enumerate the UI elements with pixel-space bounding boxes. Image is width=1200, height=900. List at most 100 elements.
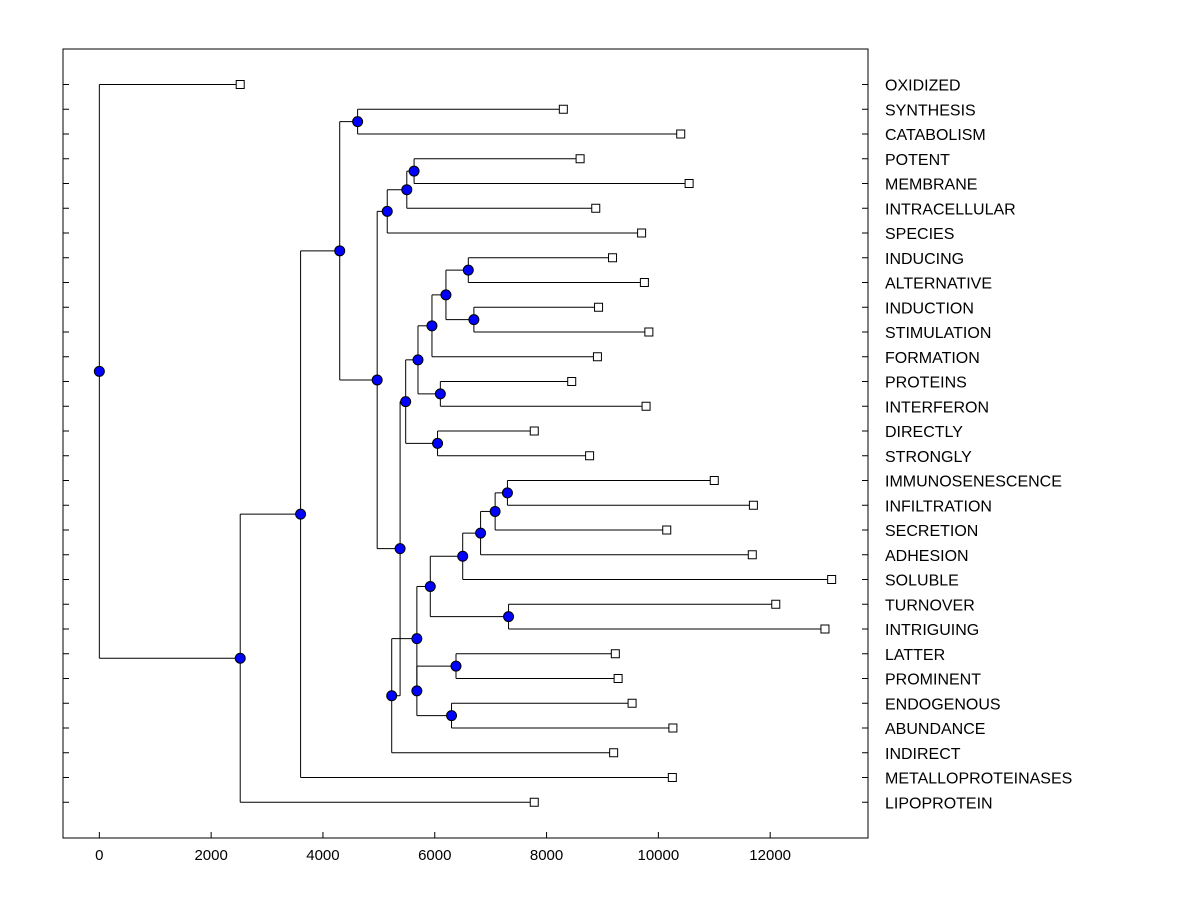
leaf-label: INTRACELLULAR [885,201,1016,218]
leaf-label: SECRETION [885,523,978,540]
leaf-label: LATTER [885,647,945,664]
merge-node [457,550,469,562]
plot-frame [62,48,869,839]
leaf-label: ENDOGENOUS [885,696,1001,713]
leaf-label: DIRECTLY [885,424,963,441]
leaf-marker [820,624,830,634]
leaf-marker [668,723,678,733]
merge-node [489,505,501,517]
merge-node [334,245,346,257]
merge-node [503,611,515,623]
merge-node [468,314,480,326]
leaf-labels: OXIDIZED SYNTHESIS CATABOLISM POTENT MEMBRAN… [885,78,1072,813]
leaf-label: INDUCTION [885,300,974,317]
leaf-marker [641,401,651,411]
x-tick-labels: 0 2000 4000 6000 8000 10000 12000 [95,847,791,864]
merge-node [450,660,462,672]
leaf-label: STRONGLY [885,449,972,466]
leaf-marker [771,599,781,609]
merge-node [371,374,383,386]
leaf-label: INDUCING [885,251,964,268]
leaf-marker [609,748,619,758]
x-tick-label: 12000 [749,847,791,864]
merge-node [411,685,423,697]
leaf-label: LIPOPROTEIN [885,795,993,812]
leaf-label: OXIDIZED [885,78,961,95]
leaf-marker [627,698,637,708]
leaf-marker [644,327,654,337]
leaf-marker [592,352,602,362]
merge-node [424,580,436,592]
leaf-label: PROTEINS [885,375,967,392]
axis-ticks [63,84,868,838]
leaf-marker [613,674,623,683]
leaf-marker [567,377,577,386]
merge-node [462,264,474,276]
leaf-label: PROMINENT [885,672,981,689]
leaf-marker [684,179,694,188]
leaf-label: POTENT [885,152,950,169]
merge-node [401,184,413,196]
merge-node [440,289,452,301]
merge-node [412,354,424,366]
merge-node [501,487,513,499]
leaf-label: ABUNDANCE [885,721,985,738]
leaf-label: INDIRECT [885,746,961,763]
leaf-markers [235,80,837,807]
leaf-marker [575,154,585,164]
leaf-label: MEMBRANE [885,177,977,194]
leaf-marker [529,426,539,436]
leaf-marker [585,451,595,461]
merge-node [386,690,398,702]
x-tick-label: 4000 [306,847,339,864]
leaf-marker [639,278,649,287]
merge-node [234,652,246,664]
leaf-marker [676,129,686,139]
leaf-label: IMMUNOSENESCENCE [885,474,1062,491]
x-tick-label: 0 [95,847,103,864]
leaf-marker [662,525,672,535]
merge-node [446,710,458,722]
merge-node [93,365,105,377]
leaf-marker [610,649,620,659]
leaf-label: INTERFERON [885,399,989,416]
leaf-label: METALLOPROTEINASES [885,771,1072,788]
merge-node [394,543,406,555]
merge-node [381,205,393,217]
merge-node [408,165,420,177]
leaf-label: ADHESION [885,548,969,565]
leaf-marker [747,550,757,560]
x-tick-label: 8000 [530,847,563,864]
merge-node [411,633,423,645]
leaf-label: STIMULATION [885,325,991,342]
leaf-marker [748,500,758,510]
merge-nodes [93,116,515,722]
leaf-label: TURNOVER [885,597,975,614]
merge-node [426,320,438,332]
merge-node [400,396,412,408]
merge-node [475,527,487,539]
leaf-label: CATABOLISM [885,127,986,144]
leaf-label: SOLUBLE [885,573,959,590]
leaf-marker [827,575,837,584]
leaf-marker [591,203,601,213]
merge-node [295,508,307,520]
leaf-marker [558,104,568,114]
leaf-marker [709,476,719,485]
leaf-marker [637,228,647,238]
leaf-marker [594,302,604,312]
leaf-label: FORMATION [885,350,980,367]
leaf-label: ALTERNATIVE [885,276,992,293]
leaf-label: SYNTHESIS [885,102,976,119]
x-tick-label: 2000 [194,847,227,864]
merge-node [434,388,446,400]
leaf-label: INFILTRATION [885,498,992,515]
leaf-marker [235,80,245,89]
leaf-marker [667,773,677,782]
leaf-label: SPECIES [885,226,954,243]
merge-node [432,437,444,449]
leaf-marker [608,253,618,263]
leaf-marker [529,797,539,807]
x-tick-label: 6000 [418,847,451,864]
